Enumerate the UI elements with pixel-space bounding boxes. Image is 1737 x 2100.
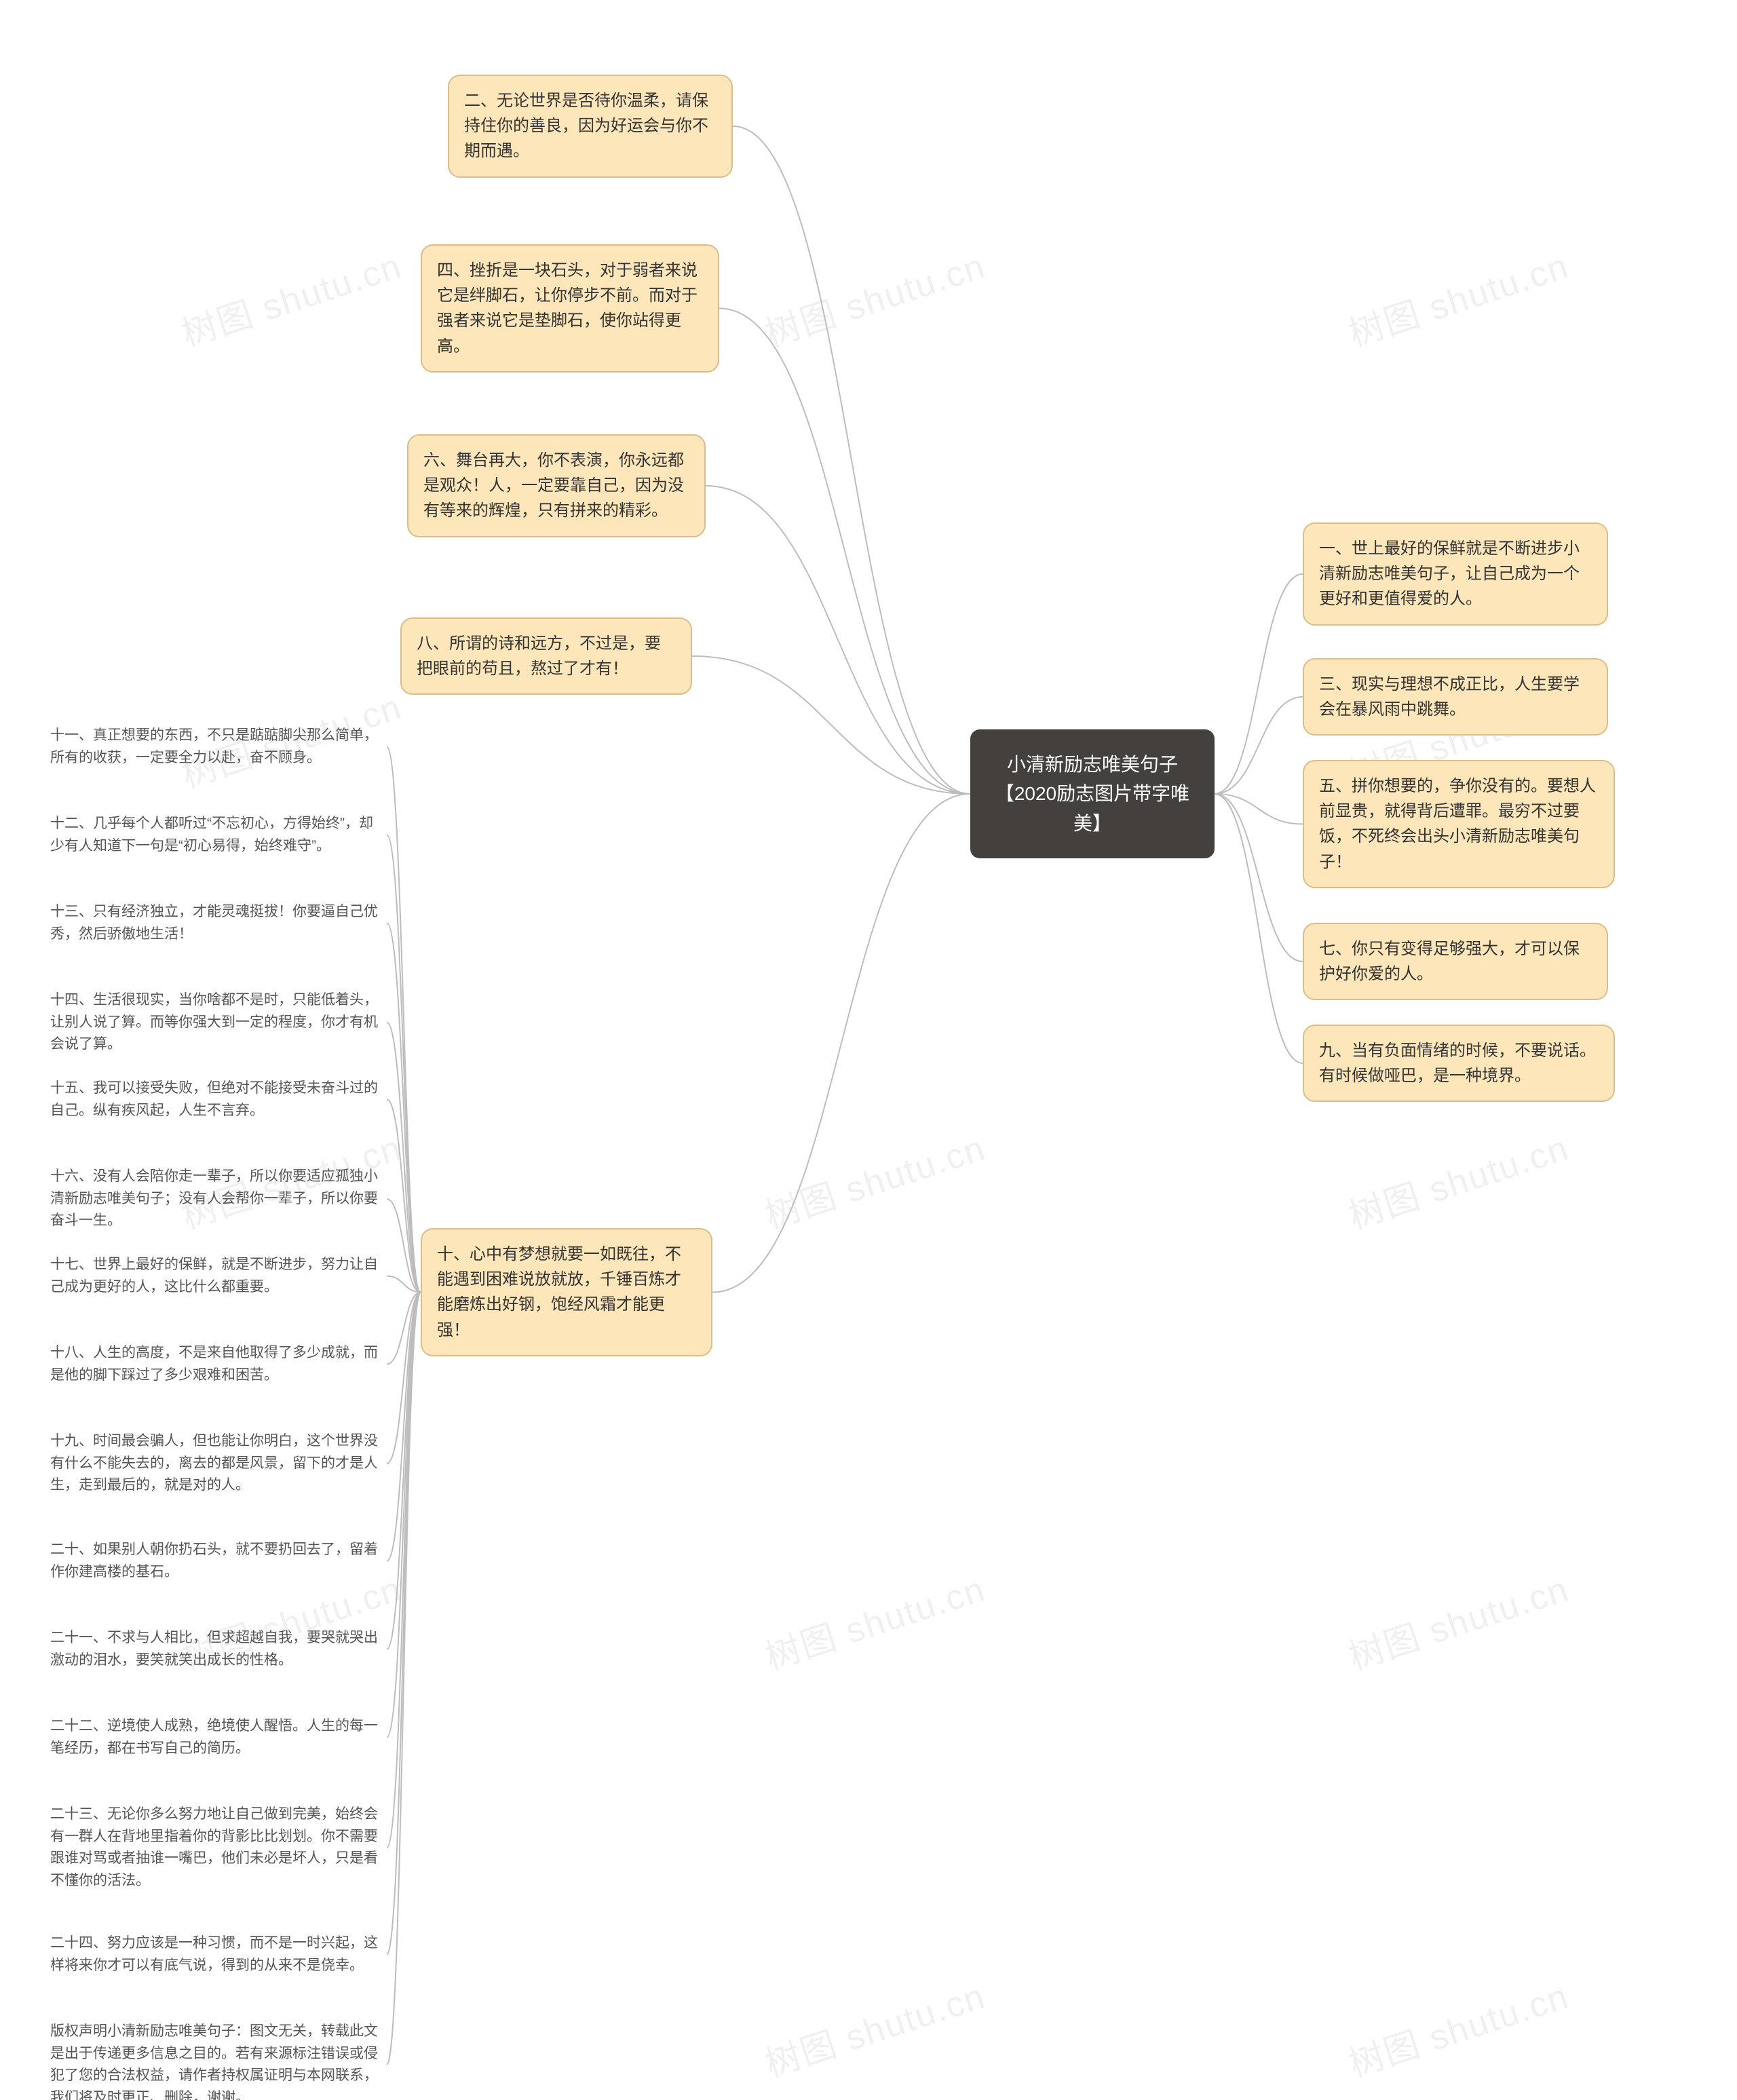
leaf-node: 二十二、逆境使人成熟，绝境使人醒悟。人生的每一笔经历，都在书写自己的简历。 (47, 1710, 387, 1765)
branch-node[interactable]: 七、你只有变得足够强大，才可以保护好你爱的人。 (1303, 923, 1608, 1000)
leaf-node: 二十四、努力应该是一种习惯，而不是一时兴起，这样将来你才可以有底气说，得到的从来… (47, 1927, 387, 1982)
mindmap-canvas: 树图 shutu.cn 树图 shutu.cn 树图 shutu.cn 树图 s… (0, 0, 1737, 2100)
branch-node[interactable]: 十、心中有梦想就要一如既往，不能遇到困难说放就放，千锤百炼才能磨炼出好钢，饱经风… (421, 1228, 712, 1356)
leaf-node: 十二、几乎每个人都听过“不忘初心，方得始终”，却少有人知道下一句是“初心易得，始… (47, 807, 387, 862)
watermark: 树图 shutu.cn (758, 1120, 991, 1238)
branch-node[interactable]: 四、挫折是一块石头，对于弱者来说它是绊脚石，让你停步不前。而对于强者来说它是垫脚… (421, 244, 719, 373)
leaf-node: 版权声明小清新励志唯美句子：图文无关，转载此文是出于传递更多信息之目的。若有来源… (47, 2015, 387, 2100)
leaf-node: 十九、时间最会骗人，但也能让你明白，这个世界没有什么不能失去的，离去的都是风景，… (47, 1425, 387, 1502)
branch-node[interactable]: 六、舞台再大，你不表演，你永远都是观众！人，一定要靠自己，因为没有等来的辉煌，只… (407, 434, 706, 537)
leaf-node: 十四、生活很现实，当你啥都不是时，只能低着头，让别人说了算。而等你强大到一定的程… (47, 984, 387, 1061)
leaf-node: 二十一、不求与人相比，但求超越自我，要哭就哭出激动的泪水，要笑就笑出成长的性格。 (47, 1622, 387, 1677)
root-node[interactable]: 小清新励志唯美句子【2020励志图片带字唯美】 (970, 729, 1215, 858)
watermark: 树图 shutu.cn (1341, 1120, 1575, 1238)
branch-node[interactable]: 二、无论世界是否待你温柔，请保持住你的善良，因为好运会与你不期而遇。 (448, 75, 733, 178)
leaf-node: 二十三、无论你多么努力地让自己做到完美，始终会有一群人在背地里指着你的背影比比划… (47, 1798, 387, 1897)
branch-node[interactable]: 三、现实与理想不成正比，人生要学会在暴风雨中跳舞。 (1303, 658, 1608, 736)
watermark: 树图 shutu.cn (174, 237, 408, 356)
branch-node[interactable]: 一、世上最好的保鲜就是不断进步小清新励志唯美句子，让自己成为一个更好和更值得爱的… (1303, 522, 1608, 626)
branch-node[interactable]: 九、当有负面情绪的时候，不要说话。有时候做哑巴，是一种境界。 (1303, 1025, 1615, 1102)
watermark: 树图 shutu.cn (758, 1968, 991, 2086)
leaf-node: 十三、只有经济独立，才能灵魂挺拔！你要逼自己优秀，然后骄傲地生活！ (47, 896, 387, 951)
leaf-node: 十五、我可以接受失败，但绝对不能接受未奋斗过的自己。纵有疾风起，人生不言弃。 (47, 1072, 387, 1127)
watermark: 树图 shutu.cn (758, 237, 991, 356)
watermark: 树图 shutu.cn (1341, 1968, 1575, 2086)
branch-node[interactable]: 八、所谓的诗和远方，不过是，要把眼前的苟且，熬过了才有！ (400, 617, 692, 695)
leaf-node: 十六、没有人会陪你走一辈子，所以你要适应孤独小清新励志唯美句子；没有人会帮你一辈… (47, 1160, 387, 1238)
watermark: 树图 shutu.cn (1341, 237, 1575, 356)
leaf-node: 二十、如果别人朝你扔石头，就不要扔回去了，留着作你建高楼的基石。 (47, 1533, 387, 1588)
watermark: 树图 shutu.cn (758, 1561, 991, 1679)
leaf-node: 十七、世界上最好的保鲜，就是不断进步，努力让自己成为更好的人，这比什么都重要。 (47, 1248, 387, 1303)
leaf-node: 十八、人生的高度，不是来自他取得了多少成就，而是他的脚下踩过了多少艰难和困苦。 (47, 1337, 387, 1392)
watermark: 树图 shutu.cn (1341, 1561, 1575, 1679)
branch-node[interactable]: 五、拼你想要的，争你没有的。要想人前显贵，就得背后遭罪。最穷不过要饭，不死终会出… (1303, 760, 1615, 888)
leaf-node: 十一、真正想要的东西，不只是踮踮脚尖那么简单，所有的收获，一定要全力以赴，奋不顾… (47, 719, 387, 774)
